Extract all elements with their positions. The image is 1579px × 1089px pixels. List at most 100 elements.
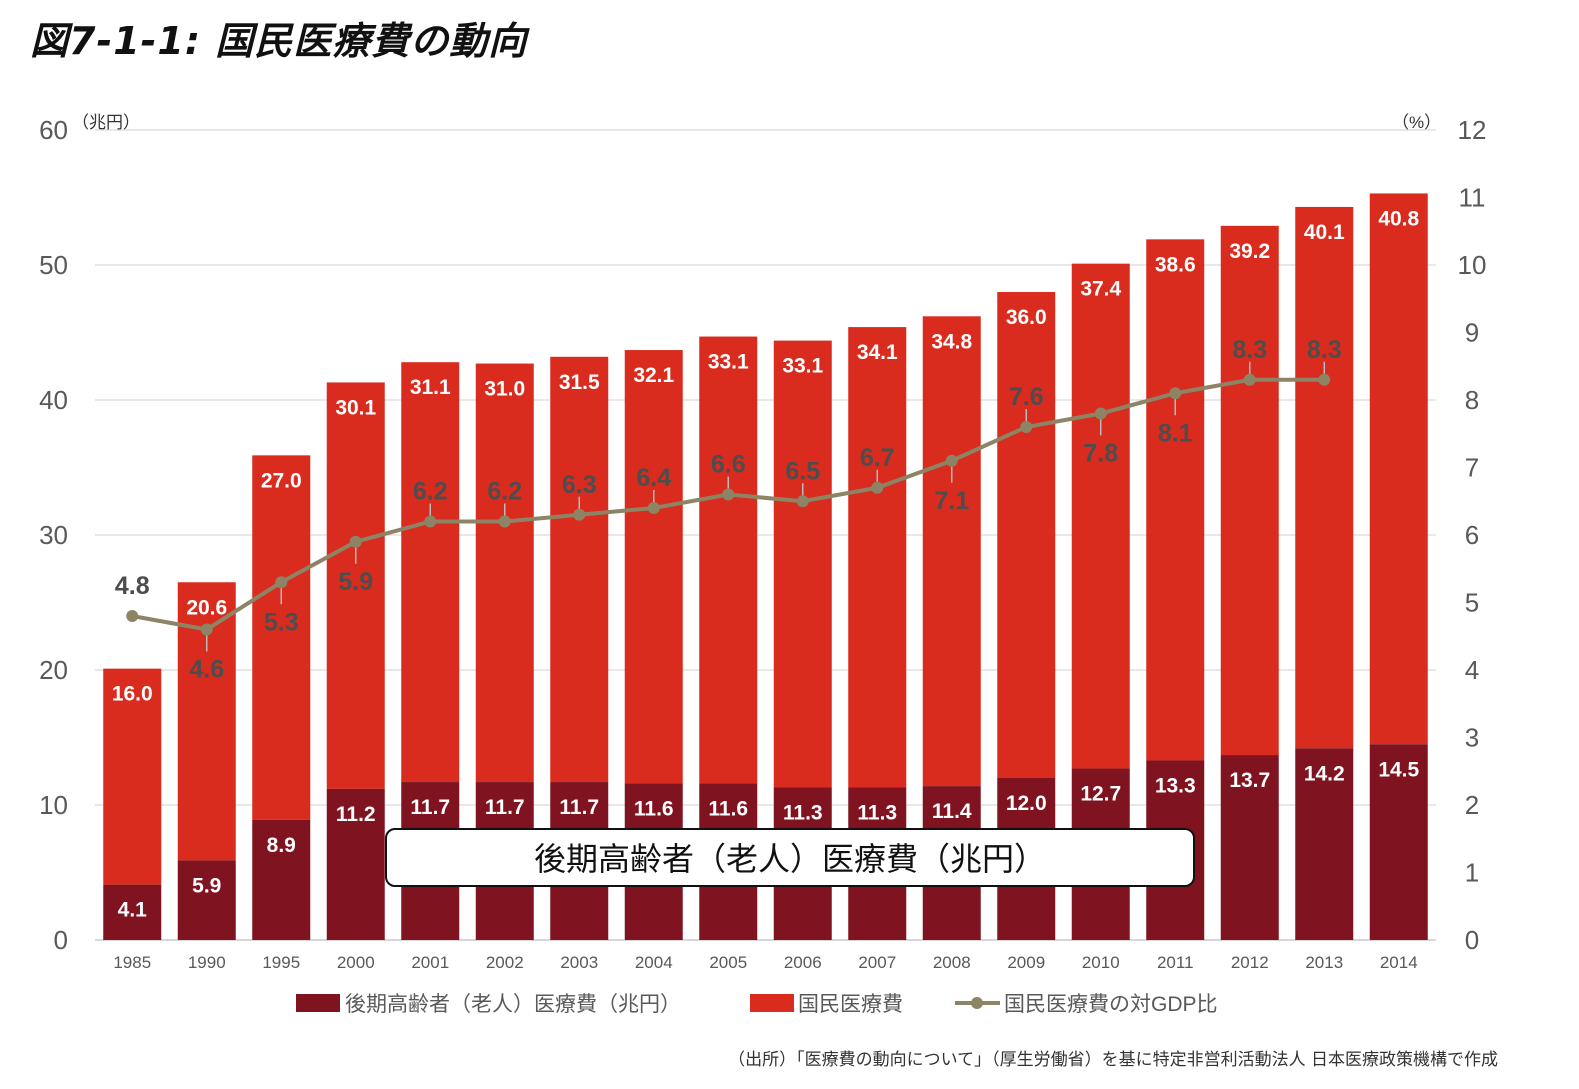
bar-total bbox=[624, 350, 683, 784]
x-tick-label: 2008 bbox=[933, 953, 971, 972]
bar-elderly bbox=[103, 884, 162, 940]
data-label-total: 16.0 bbox=[112, 683, 153, 706]
data-label-elderly: 11.4 bbox=[932, 800, 972, 823]
data-label-elderly: 8.9 bbox=[267, 834, 296, 857]
data-label-gdp: 4.8 bbox=[115, 572, 150, 600]
gdp-point bbox=[275, 576, 288, 589]
data-label-elderly: 4.1 bbox=[118, 899, 148, 922]
left-tick-label: 60 bbox=[39, 115, 68, 145]
right-tick-label: 1 bbox=[1465, 858, 1479, 888]
x-tick-label: 2010 bbox=[1082, 953, 1120, 972]
right-tick-label: 3 bbox=[1465, 723, 1479, 753]
bar-elderly bbox=[1295, 748, 1354, 940]
data-label-total: 31.1 bbox=[410, 376, 451, 399]
data-label-total: 30.1 bbox=[335, 396, 376, 419]
bar-total bbox=[997, 292, 1056, 778]
legend-swatch-elderly bbox=[296, 994, 340, 1012]
bar-total bbox=[401, 362, 460, 783]
data-label-total: 34.1 bbox=[857, 341, 898, 364]
data-label-elderly: 12.0 bbox=[1006, 792, 1047, 815]
bar-total bbox=[550, 356, 609, 783]
data-label-elderly: 11.7 bbox=[485, 796, 525, 819]
data-label-elderly: 5.9 bbox=[192, 874, 221, 897]
legend-swatch-total bbox=[750, 994, 794, 1012]
data-label-gdp: 8.3 bbox=[1307, 336, 1342, 364]
data-label-gdp: 6.5 bbox=[785, 457, 820, 485]
right-tick-label: 9 bbox=[1465, 318, 1479, 348]
data-label-elderly: 13.7 bbox=[1229, 769, 1270, 792]
data-label-gdp: 7.1 bbox=[934, 487, 969, 515]
data-label-gdp: 6.7 bbox=[860, 444, 895, 472]
left-tick-label: 20 bbox=[39, 655, 68, 685]
bar-total bbox=[1146, 239, 1205, 761]
gdp-point bbox=[573, 508, 586, 521]
bar-total bbox=[326, 382, 385, 789]
data-label-gdp: 6.4 bbox=[636, 464, 671, 492]
data-label-total: 40.8 bbox=[1378, 207, 1419, 230]
left-tick-label: 50 bbox=[39, 250, 68, 280]
data-label-total: 40.1 bbox=[1304, 221, 1345, 244]
bar-elderly bbox=[1369, 744, 1428, 940]
gdp-point bbox=[498, 515, 511, 528]
legend-label-gdp: 国民医療費の対GDP比 bbox=[1004, 993, 1218, 1016]
data-label-total: 27.0 bbox=[261, 469, 302, 492]
bar-total bbox=[1295, 206, 1354, 749]
gdp-point bbox=[945, 454, 958, 467]
bar-total bbox=[773, 340, 832, 788]
bar-total bbox=[922, 316, 981, 787]
left-tick-label: 40 bbox=[39, 385, 68, 415]
right-tick-label: 8 bbox=[1465, 385, 1479, 415]
left-tick-label: 30 bbox=[39, 520, 68, 550]
data-label-gdp: 8.3 bbox=[1232, 336, 1267, 364]
data-label-gdp: 5.9 bbox=[338, 568, 373, 596]
data-label-elderly: 11.6 bbox=[634, 797, 674, 820]
data-label-gdp: 8.1 bbox=[1158, 419, 1193, 447]
x-tick-label: 2000 bbox=[337, 953, 375, 972]
data-label-total: 34.8 bbox=[931, 330, 972, 353]
data-label-elderly: 11.3 bbox=[783, 801, 823, 824]
data-label-gdp: 7.8 bbox=[1083, 440, 1118, 468]
gdp-point bbox=[647, 502, 660, 514]
x-tick-label: 1985 bbox=[113, 953, 151, 972]
bar-total bbox=[1071, 263, 1130, 769]
x-tick-label: 2014 bbox=[1380, 953, 1418, 972]
x-tick-label: 2013 bbox=[1305, 953, 1343, 972]
data-label-total: 39.2 bbox=[1229, 240, 1270, 263]
bar-total bbox=[848, 327, 907, 788]
data-label-total: 31.5 bbox=[559, 371, 600, 394]
x-tick-label: 2012 bbox=[1231, 953, 1269, 972]
bar-total bbox=[1369, 193, 1428, 745]
bar-total bbox=[699, 336, 758, 784]
x-tick-label: 2007 bbox=[858, 953, 896, 972]
data-label-total: 32.1 bbox=[633, 364, 674, 387]
gdp-point bbox=[796, 495, 809, 508]
data-label-gdp: 6.3 bbox=[562, 471, 597, 499]
data-label-total: 20.6 bbox=[186, 596, 227, 619]
bar-elderly bbox=[1220, 755, 1279, 940]
gdp-point bbox=[1020, 421, 1033, 433]
data-label-total: 38.6 bbox=[1155, 253, 1196, 276]
gdp-point bbox=[1169, 387, 1182, 400]
gdp-point bbox=[722, 488, 735, 501]
gdp-point bbox=[126, 610, 139, 622]
right-tick-label: 7 bbox=[1465, 453, 1479, 483]
x-tick-label: 2001 bbox=[411, 953, 449, 972]
bar-total bbox=[252, 455, 311, 820]
bar-elderly bbox=[177, 860, 236, 940]
data-label-elderly: 11.2 bbox=[336, 803, 376, 826]
data-label-total: 33.1 bbox=[782, 355, 823, 378]
chart-title: 図7-1-1: 国民医療費の動向 bbox=[30, 19, 528, 63]
data-label-elderly: 11.7 bbox=[410, 796, 450, 819]
left-tick-label: 10 bbox=[39, 790, 68, 820]
left-tick-label: 0 bbox=[54, 925, 68, 955]
gdp-point bbox=[871, 481, 884, 494]
bar-total bbox=[103, 668, 162, 885]
right-tick-label: 2 bbox=[1465, 790, 1479, 820]
x-tick-label: 2009 bbox=[1007, 953, 1045, 972]
annotation-box bbox=[385, 828, 1195, 887]
left-axis-unit: （兆円） bbox=[72, 113, 140, 132]
right-tick-label: 12 bbox=[1458, 115, 1487, 145]
data-label-elderly: 11.6 bbox=[708, 797, 748, 820]
gdp-point bbox=[424, 515, 437, 528]
